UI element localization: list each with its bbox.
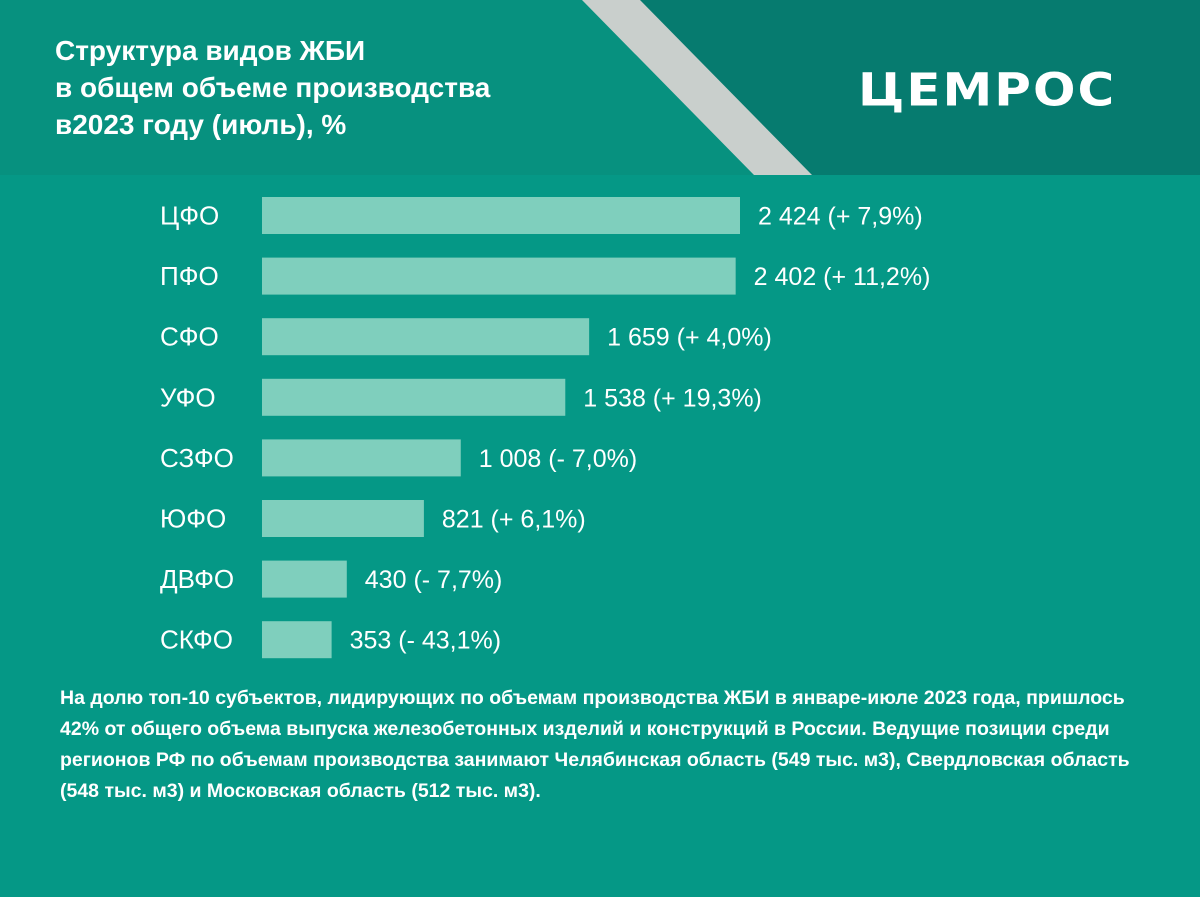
data-label: 1 538 (+ 19,3%) xyxy=(583,384,762,412)
bar xyxy=(262,378,566,416)
data-label: 1 659 (+ 4,0%) xyxy=(607,324,772,352)
title-line-2: в общем объеме производства xyxy=(55,72,491,103)
category-label: ПФО xyxy=(160,261,219,291)
data-label: 2 424 (+ 7,9%) xyxy=(758,203,923,231)
diagonal-stripe xyxy=(582,0,812,175)
data-label: 2 402 (+ 11,2%) xyxy=(754,263,931,291)
data-label: 353 (- 43,1%) xyxy=(350,627,501,655)
category-label: СКФО xyxy=(160,625,233,655)
bar xyxy=(262,500,424,537)
bar xyxy=(262,257,736,295)
category-label: УФО xyxy=(160,382,216,412)
cemros-logo: ЦЕМРОС xyxy=(858,63,1117,117)
bar xyxy=(262,318,590,356)
chart-title: Структура видов ЖБИ в общем объеме произ… xyxy=(55,32,615,143)
data-label: 430 (- 7,7%) xyxy=(365,566,503,594)
bar xyxy=(262,197,740,234)
category-label: СЗФО xyxy=(160,443,234,473)
data-label: 1 008 (- 7,0%) xyxy=(479,445,637,473)
bar xyxy=(262,621,332,659)
category-label: ЦФО xyxy=(160,201,219,231)
footnote-text: На долю топ-10 субъектов, лидирующих по … xyxy=(60,687,1130,802)
category-label: ЮФО xyxy=(160,504,226,534)
title-line-3: в2023 году (июль), % xyxy=(55,109,347,140)
data-label: 821 (+ 6,1%) xyxy=(442,506,586,534)
category-label: ДВФО xyxy=(160,564,234,594)
bar xyxy=(262,439,461,477)
category-label: СФО xyxy=(160,322,219,352)
title-line-1: Структура видов ЖБИ xyxy=(55,35,366,66)
header-band-light xyxy=(0,0,760,175)
bar xyxy=(262,560,347,598)
